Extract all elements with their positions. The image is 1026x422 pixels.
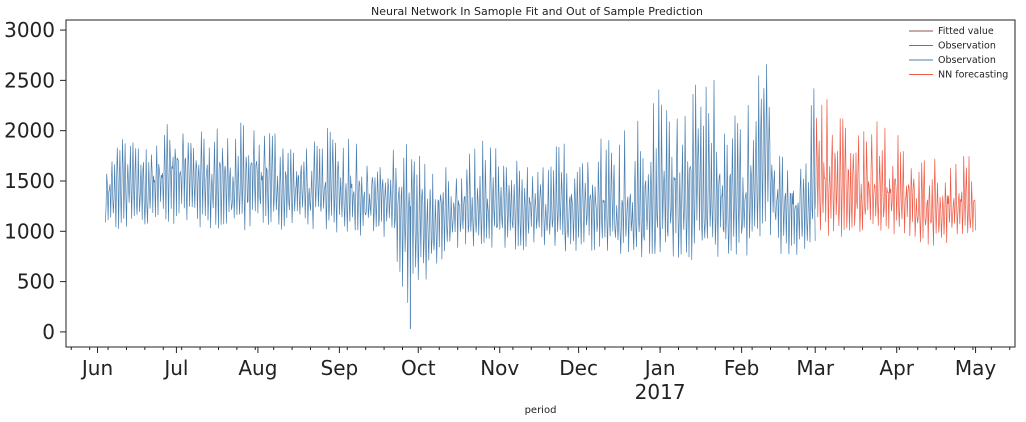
y-axis: 0 500 1000 1500 2000 2500 3000 [4, 18, 66, 344]
y-tick-label: 2500 [4, 68, 55, 92]
x-axis-label: period [525, 405, 557, 416]
series-layer [105, 64, 976, 329]
plot-area [65, 19, 1016, 348]
legend-entry: Observation [938, 55, 996, 66]
x-tick-label: Oct [401, 356, 436, 380]
x-tick-label: May [955, 356, 997, 380]
series-observation-line [105, 64, 816, 303]
legend-entry: NN forecasting [938, 70, 1008, 81]
legend-entry: Fitted value [938, 26, 994, 37]
x-tick-label: Feb [724, 356, 759, 380]
y-tick-label: 3000 [4, 18, 55, 42]
series-nn-forecasting-line [814, 99, 976, 246]
x-year-label: 2017 [635, 380, 686, 404]
y-tick-label: 1500 [4, 169, 55, 193]
x-tick-label: Dec [559, 356, 598, 380]
x-tick-label: Jul [162, 356, 188, 380]
y-tick-label: 0 [42, 320, 55, 344]
x-axis: Jun Jul Aug Sep Oct Nov Dec Jan Feb Mar Apr May [70, 347, 1011, 380]
y-tick-label: 1000 [4, 219, 55, 243]
legend-entry: Observation [938, 41, 996, 52]
x-tick-label: Mar [796, 356, 835, 380]
y-tick-label: 500 [17, 270, 55, 294]
x-tick-label: Apr [879, 356, 914, 380]
x-tick-label: Aug [238, 356, 277, 380]
x-tick-label: Jun [80, 356, 113, 380]
chart-title: Neural Network In Samople Fit and Out of… [371, 5, 703, 18]
x-tick-label: Sep [321, 356, 359, 380]
axes-frame [65, 19, 1016, 348]
x-tick-label: Jan [643, 356, 676, 380]
chart-legend: Fitted value Observation Observation NN for… [909, 26, 1008, 81]
x-tick-label: Nov [480, 356, 519, 380]
y-tick-label: 2000 [4, 119, 55, 143]
